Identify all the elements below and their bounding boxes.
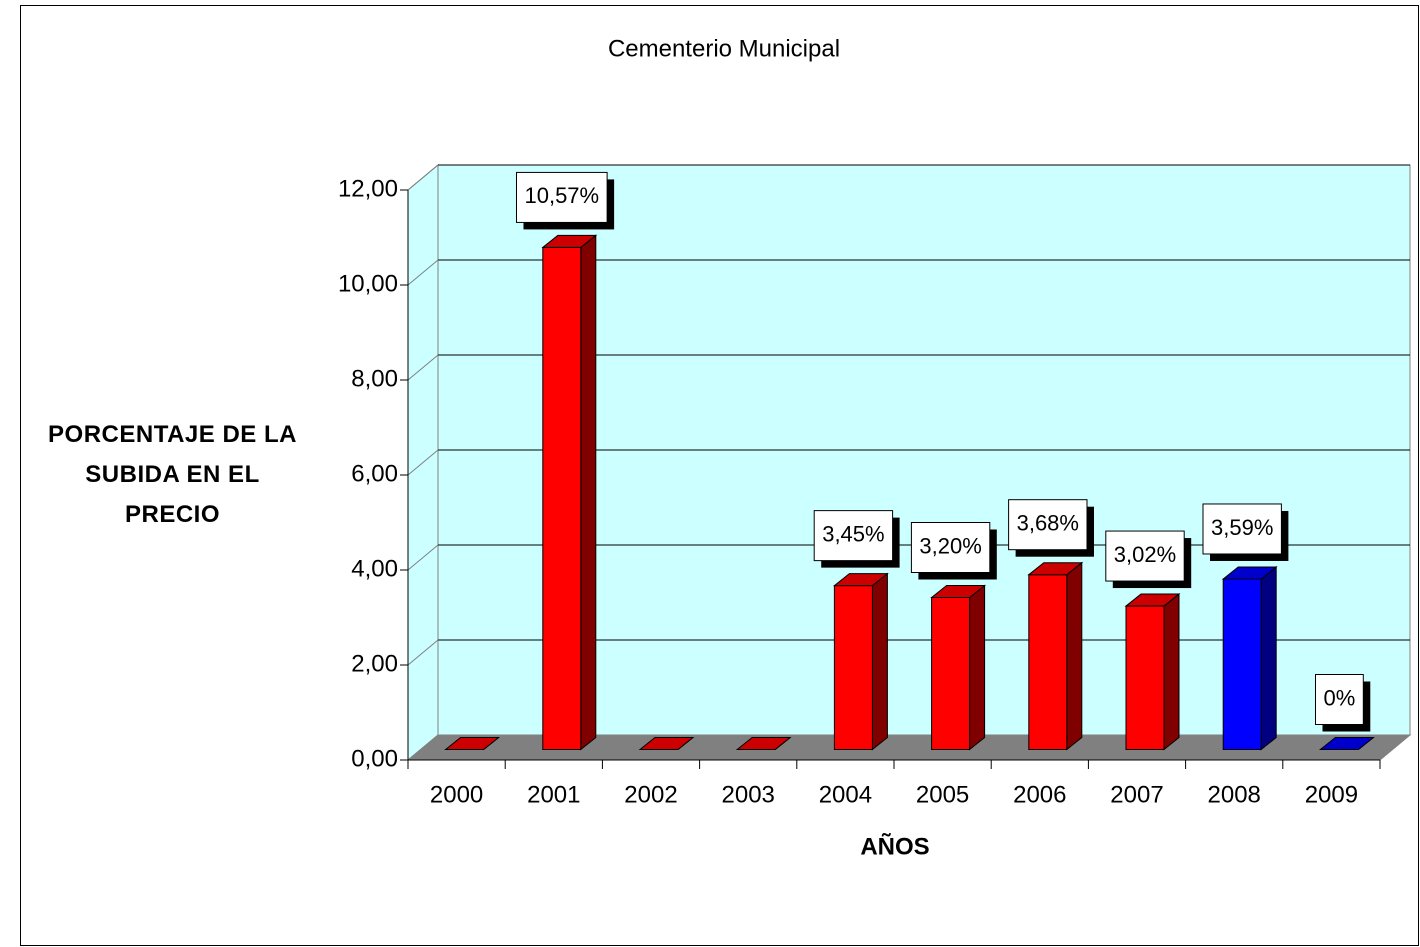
label-box bbox=[1105, 530, 1185, 582]
y-tick-label: 0,00 bbox=[351, 745, 398, 772]
chart-title: Cementerio Municipal bbox=[608, 35, 840, 62]
value-label: 0% bbox=[1315, 674, 1371, 732]
bar-side bbox=[1260, 565, 1277, 751]
chart-border bbox=[20, 5, 1419, 946]
bar-top bbox=[541, 234, 598, 248]
bar-top bbox=[1318, 737, 1375, 750]
grid-line bbox=[407, 544, 439, 571]
bar-top bbox=[930, 585, 987, 598]
x-tick-label: 2007 bbox=[1110, 781, 1163, 808]
label-box bbox=[1315, 674, 1364, 725]
value-label: 3,68% bbox=[1008, 499, 1094, 557]
bar-side bbox=[1163, 593, 1180, 751]
bar-front bbox=[931, 597, 971, 750]
bar-top bbox=[1124, 593, 1181, 607]
value-label-text: 10,57% bbox=[524, 183, 599, 208]
bar-top bbox=[832, 573, 889, 587]
y-tick-label: 6,00 bbox=[351, 460, 398, 487]
label-box bbox=[910, 522, 991, 573]
bar-side bbox=[969, 584, 986, 751]
y-tick-label: 4,00 bbox=[351, 555, 398, 582]
x-tick-label: 2005 bbox=[916, 781, 969, 808]
bar-front bbox=[1222, 578, 1262, 750]
bar-top bbox=[1221, 566, 1278, 580]
grid-line bbox=[407, 354, 439, 381]
bar bbox=[638, 737, 695, 750]
label-box bbox=[515, 171, 608, 223]
value-label-text: 3,45% bbox=[822, 521, 884, 546]
y-tick-label: 8,00 bbox=[351, 365, 398, 392]
x-tick-label: 2008 bbox=[1208, 781, 1261, 808]
grid-line bbox=[407, 449, 439, 476]
bar-side bbox=[580, 234, 597, 751]
label-box bbox=[1008, 499, 1088, 551]
bar-side bbox=[1066, 561, 1083, 751]
x-tick-label: 2000 bbox=[430, 781, 483, 808]
label-box bbox=[813, 510, 894, 562]
label-box bbox=[1202, 503, 1282, 555]
bar bbox=[735, 737, 792, 750]
value-label-text: 3,68% bbox=[1017, 511, 1079, 536]
value-label: 10,57% bbox=[515, 171, 615, 230]
bar-top bbox=[1027, 562, 1084, 576]
grid-line bbox=[407, 164, 439, 191]
bar-front bbox=[1125, 605, 1165, 750]
y-tick-label: 10,00 bbox=[338, 270, 398, 297]
bar bbox=[1318, 737, 1375, 750]
x-axis-label: AÑOS bbox=[860, 832, 929, 860]
bar-top bbox=[735, 737, 792, 750]
bar bbox=[930, 584, 987, 751]
value-label: 3,45% bbox=[813, 510, 900, 568]
value-label-text: 3,59% bbox=[1211, 515, 1273, 540]
grid-line bbox=[407, 259, 439, 286]
y-axis-label: PORCENTAJE DE LA SUBIDA EN EL PRECIO bbox=[48, 421, 297, 528]
bar-top bbox=[444, 737, 501, 750]
value-label: 3,20% bbox=[910, 522, 997, 580]
bar bbox=[541, 234, 598, 751]
bar-front bbox=[1028, 574, 1068, 751]
bar-top bbox=[638, 737, 695, 750]
y-tick-label: 12,00 bbox=[338, 175, 398, 202]
y-tick-label: 2,00 bbox=[351, 650, 398, 677]
x-tick-label: 2006 bbox=[1013, 781, 1066, 808]
bar bbox=[832, 572, 889, 751]
x-tick-label: 2004 bbox=[819, 781, 872, 808]
x-tick-label: 2003 bbox=[722, 781, 775, 808]
bar bbox=[1027, 561, 1084, 751]
grid-line bbox=[407, 639, 439, 666]
x-tick-label: 2002 bbox=[624, 781, 677, 808]
bar-side bbox=[871, 572, 888, 751]
value-label-text: 3,20% bbox=[919, 533, 981, 558]
bar bbox=[1221, 565, 1278, 751]
bar bbox=[1124, 593, 1181, 751]
bar bbox=[444, 737, 501, 750]
x-tick-label: 2001 bbox=[527, 781, 580, 808]
bar-front bbox=[542, 246, 582, 751]
value-label-text: 0% bbox=[1324, 685, 1356, 710]
value-label: 3,02% bbox=[1105, 530, 1192, 589]
bar-front bbox=[833, 585, 873, 750]
value-label-text: 3,02% bbox=[1114, 542, 1176, 567]
x-tick-label: 2009 bbox=[1305, 781, 1358, 808]
value-label: 3,59% bbox=[1202, 503, 1289, 561]
